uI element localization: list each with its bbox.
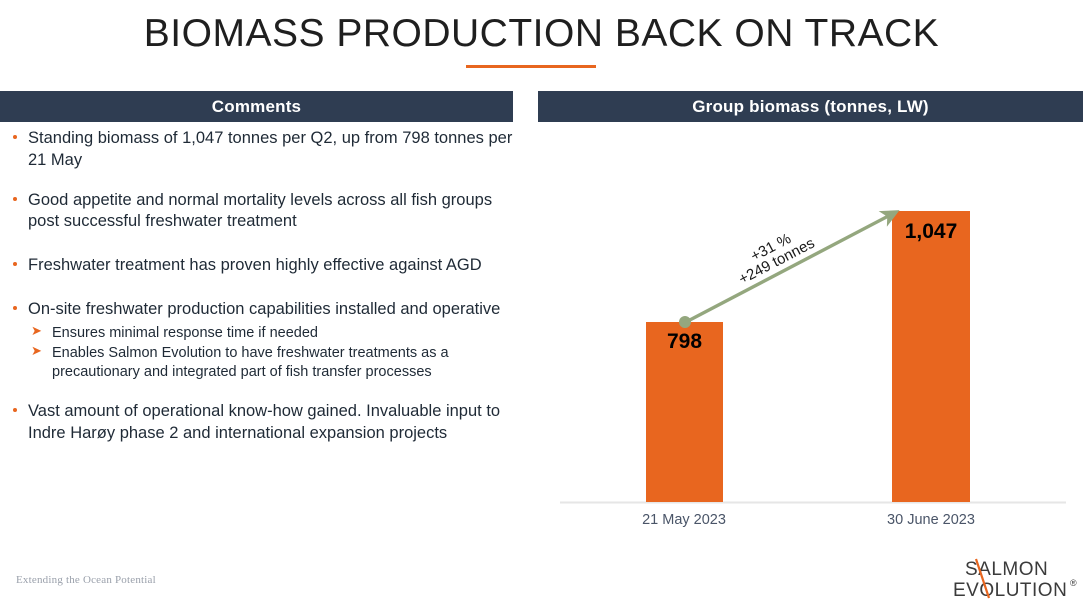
bullet-text: Good appetite and normal mortality level… (28, 190, 493, 231)
bullet-text: Freshwater treatment has proven highly e… (28, 256, 482, 275)
chevron-right-arrow-icon: ➤ (31, 343, 42, 359)
bar-value-label-2: 1,047 (904, 220, 958, 243)
list-item: Standing biomass of 1,047 tonnes per Q2,… (0, 128, 520, 172)
list-item: On-site freshwater production capabiliti… (0, 299, 520, 381)
bullet-text: Vast amount of operational know-how gain… (28, 402, 501, 442)
footer-tagline: Extending the Ocean Potential (16, 574, 156, 586)
bullet-dot-icon (13, 135, 17, 139)
chevron-right-arrow-icon: ➤ (31, 322, 42, 338)
sub-list-item: ➤ Ensures minimal response time if neede… (28, 322, 520, 343)
salmon-evolution-logo: SALMON EVOLUTION ® (952, 556, 1078, 602)
bar-chart: 798 1,047 +31 % +249 tonnes 21 May 2023 … (538, 130, 1083, 550)
sub-bullet-list: ➤ Ensures minimal response time if neede… (28, 322, 520, 382)
logo-line1: SALMON (965, 559, 1048, 580)
bar-30-june-2023 (892, 211, 970, 502)
chart-panel-header-label: Group biomass (tonnes, LW) (692, 96, 929, 116)
sub-list-item: ➤ Enables Salmon Evolution to have fresh… (28, 343, 520, 381)
bullet-text: On-site freshwater production capabiliti… (28, 299, 501, 318)
bullet-dot-icon (13, 408, 17, 413)
logo-trademark: ® (1070, 578, 1077, 588)
comments-panel-header-label: Comments (211, 96, 302, 116)
sub-bullet-text: Enables Salmon Evolution to have freshwa… (52, 345, 449, 380)
page-title: BIOMASS PRODUCTION BACK ON TRACK (143, 12, 940, 55)
comments-list: Standing biomass of 1,047 tonnes per Q2,… (0, 128, 520, 548)
sub-bullet-text: Ensures minimal response time if needed (52, 324, 318, 341)
growth-arrow-line (685, 210, 900, 324)
logo-line2: EVOLUTION (953, 580, 1067, 601)
bar-value-label-1: 798 (666, 330, 703, 353)
title-underline-accent (466, 65, 596, 68)
bullet-dot-icon (13, 262, 17, 267)
bullet-text: Standing biomass of 1,047 tonnes per Q2,… (28, 129, 513, 169)
bullet-dot-icon (13, 196, 17, 201)
logo-svg: SALMON EVOLUTION ® (953, 558, 1077, 601)
chart-panel-header: Group biomass (tonnes, LW) (538, 91, 1083, 122)
chart-svg-canvas (560, 210, 1066, 504)
x-axis-label-1: 21 May 2023 (642, 512, 726, 528)
x-axis-label-2: 30 June 2023 (887, 512, 975, 528)
logo-accent-slash (974, 558, 991, 599)
bar-21-may-2023 (646, 322, 723, 502)
comments-panel-header: Comments (0, 91, 513, 122)
growth-arrow-start-dot (679, 316, 691, 328)
list-item: Good appetite and normal mortality level… (0, 190, 520, 234)
list-item: Vast amount of operational know-how gain… (0, 401, 520, 445)
list-item: Freshwater treatment has proven highly e… (0, 255, 520, 277)
bullet-dot-icon (13, 305, 17, 310)
